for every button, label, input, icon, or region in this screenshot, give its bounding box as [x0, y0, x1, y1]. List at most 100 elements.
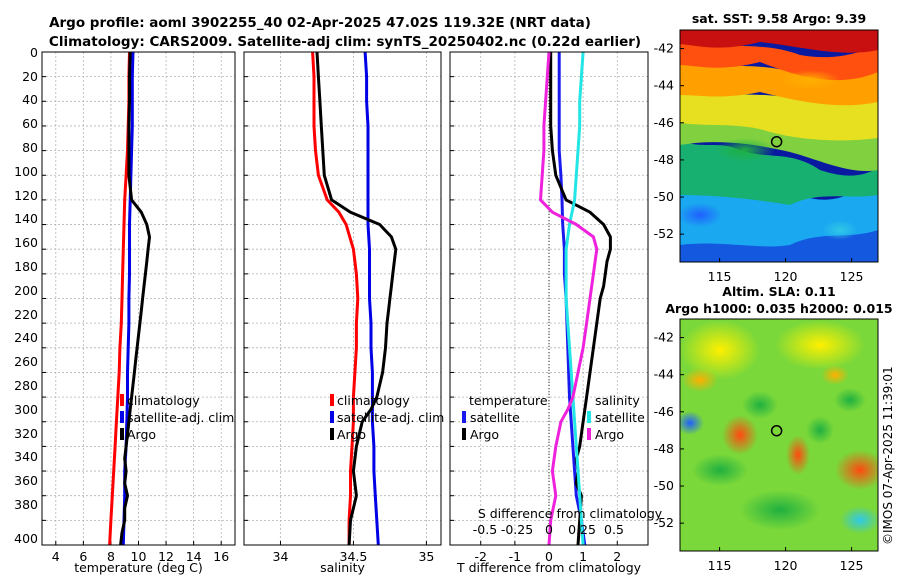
legend-heading: salinity: [595, 393, 640, 408]
map-y-tick-label: -52: [654, 226, 674, 241]
legend-heading: temperature: [469, 393, 548, 408]
depth-tick: 160: [14, 235, 38, 250]
difference-legend: temperature satellite Argo salinity sate…: [462, 393, 645, 442]
x-tick-label: 34.5: [340, 549, 368, 564]
sla-map: [680, 319, 878, 551]
x-tick-label: 0: [545, 549, 553, 564]
legend-swatch-argo: [120, 428, 124, 440]
s-tick: -0.25: [501, 522, 533, 537]
depth-tick: 120: [14, 188, 38, 203]
depth-tick: 200: [14, 283, 38, 298]
map-y-tick-label: -52: [654, 515, 674, 530]
legend-swatch-climatology: [330, 394, 334, 406]
figure-title-line1: Argo profile: aoml 3902255_40 02-Apr-202…: [49, 15, 591, 31]
x-tick-label: 16: [213, 549, 229, 564]
x-tick-label: 6: [79, 549, 87, 564]
map-x-tick-label: 120: [774, 558, 798, 573]
plot-frame: [41, 51, 236, 546]
sla-map-title: Altim. SLA: 0.11: [722, 284, 835, 299]
x-tick-label: 34: [273, 549, 289, 564]
x-axis-label: T difference from climatology: [456, 560, 642, 575]
salinity-legend: climatology satellite-adj. clim Argo: [330, 393, 444, 442]
sst-map-frame: [679, 29, 879, 263]
temperature-panel: 4 6 8 10 12 14 16 temperature (deg C): [41, 51, 236, 575]
x-tick-label: 12: [158, 549, 174, 564]
figure-title-line2: Climatology: CARS2009. Satellite-adj cli…: [49, 34, 641, 50]
s-difference-ticks: -0.5 -0.25 0 0.25 0.5: [473, 522, 624, 537]
sst-profile-marker: [770, 135, 783, 148]
s-tick: -0.5: [473, 522, 497, 537]
depth-tick: 20: [22, 69, 38, 84]
legend-label: Argo: [470, 427, 499, 442]
legend-swatch-argo: [330, 428, 334, 440]
depth-tick: 60: [22, 116, 38, 131]
plot-frame: [243, 51, 442, 546]
s-difference-label: S difference from climatology: [478, 506, 663, 521]
depth-tick: 360: [14, 473, 38, 488]
map-y-tick-label: -50: [654, 189, 674, 204]
legend-swatch-satellite: [120, 411, 124, 423]
map-y-tick-label: -42: [654, 41, 674, 56]
depth-tick: 100: [14, 164, 38, 179]
map-y-tick-label: -42: [654, 330, 674, 345]
map-y-tick-label: -44: [654, 367, 674, 382]
map-y-tick-label: -50: [654, 478, 674, 493]
legend-swatch-satellite: [330, 411, 334, 423]
depth-tick: 280: [14, 378, 38, 393]
x-tick-label: -1: [509, 549, 521, 564]
imos-watermark: ©IMOS 07-Apr-2025 11:39:01: [881, 366, 895, 545]
series-line-s-argo: [539, 51, 599, 546]
s-tick: 0.5: [604, 522, 624, 537]
x-tick-label: 35: [418, 549, 434, 564]
sla-profile-marker: [770, 424, 783, 437]
legend-label: climatology: [337, 393, 410, 408]
legend-label: satellite-adj. clim: [127, 410, 234, 425]
map-x-tick-label: 115: [708, 558, 732, 573]
x-tick-label: 2: [613, 549, 621, 564]
depth-tick: 220: [14, 307, 38, 322]
legend-swatch-s-satellite: [587, 411, 591, 423]
series-line-argo: [119, 51, 151, 546]
legend-swatch-s-argo: [587, 428, 591, 440]
depth-tick: 260: [14, 354, 38, 369]
x-tick-label: 1: [579, 549, 587, 564]
x-axis-label: temperature (deg C): [74, 560, 203, 575]
legend-swatch-climatology: [120, 394, 124, 406]
sla-map-subtitle: Argo h1000: 0.035 h2000: 0.015: [665, 301, 892, 316]
depth-tick-labels: 0 20 40 60 80 100 120 140 160 180 200 22…: [14, 45, 38, 546]
depth-tick: 140: [14, 211, 38, 226]
plot-frame: [449, 51, 649, 546]
legend-label: satellite-adj. clim: [337, 410, 444, 425]
depth-tick: 240: [14, 330, 38, 345]
difference-panel: -2 -1 0 1 2T difference from climatology: [449, 51, 649, 575]
sla-map-ticks: 115 120 125 -42 -44 -46 -48 -50 -52: [654, 330, 864, 573]
map-y-tick-label: -46: [654, 404, 674, 419]
sst-map-title: sat. SST: 9.58 Argo: 9.39: [692, 11, 866, 26]
legend-label: Argo: [595, 427, 624, 442]
series-line-s-satellite: [564, 51, 585, 546]
series-line-argo: [315, 51, 398, 546]
series-line-t-satellite: [557, 52, 587, 546]
depth-tick: 300: [14, 402, 38, 417]
x-tick-label: 10: [131, 549, 147, 564]
map-y-tick-label: -48: [654, 441, 674, 456]
depth-tick: 40: [22, 92, 38, 107]
map-x-tick-label: 120: [774, 269, 798, 284]
x-axis-label: salinity: [320, 560, 365, 575]
legend-label: satellite: [595, 410, 645, 425]
temperature-legend: climatology satellite-adj. clim Argo: [120, 393, 234, 442]
legend-swatch-t-satellite: [462, 411, 466, 423]
depth-tick: 380: [14, 497, 38, 512]
map-y-tick-label: -46: [654, 115, 674, 130]
x-tick-label: 4: [52, 549, 60, 564]
depth-tick: 340: [14, 449, 38, 464]
legend-label: climatology: [127, 393, 200, 408]
legend-label: satellite: [470, 410, 520, 425]
series-line-satellite-adj-clim: [363, 51, 380, 546]
series-line-climatology: [311, 51, 360, 545]
s-tick: 0: [545, 522, 553, 537]
map-x-tick-label: 125: [840, 558, 864, 573]
depth-tick: 320: [14, 426, 38, 441]
depth-tick: 400: [14, 531, 38, 546]
